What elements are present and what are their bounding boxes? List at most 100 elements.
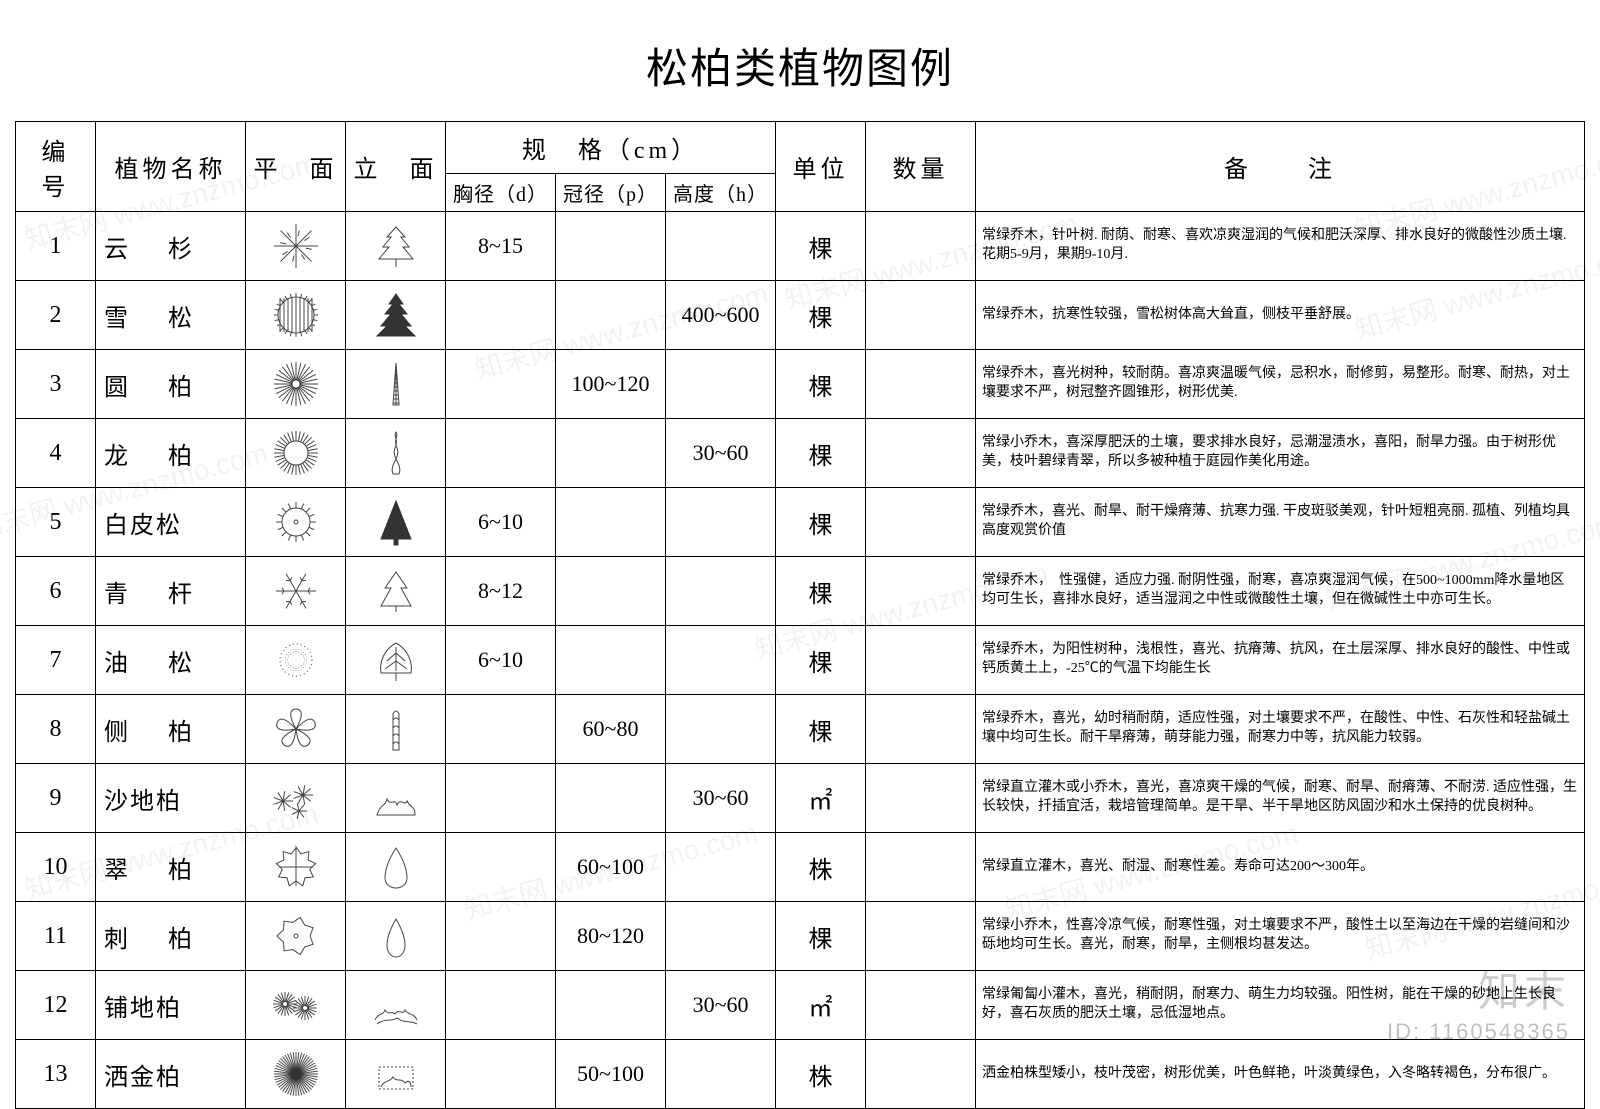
plan-view-icon xyxy=(246,212,346,281)
cell-height xyxy=(666,212,776,281)
cell-quantity xyxy=(866,1040,976,1109)
cell-height: 400~600 xyxy=(666,281,776,350)
table-row: 5白皮松6~10棵常绿乔木，喜光、耐旱、耐干燥瘠薄、抗寒力强. 干皮斑驳美观，针… xyxy=(16,488,1585,557)
elevation-view-icon xyxy=(346,350,446,419)
col-header-qty: 数量 xyxy=(866,122,976,212)
cell-diameter xyxy=(446,1040,556,1109)
table-row: 3圆 柏100~120棵常绿乔木，喜光树种，较耐荫。喜凉爽温暖气候，忌积水，耐修… xyxy=(16,350,1585,419)
elevation-view-icon xyxy=(346,281,446,350)
cell-quantity xyxy=(866,764,976,833)
cell-height: 30~60 xyxy=(666,764,776,833)
cell-plant-name: 雪 松 xyxy=(96,281,246,350)
cell-unit: 棵 xyxy=(776,626,866,695)
table-row: 1云 杉8~15棵常绿乔木，针叶树. 耐荫、耐寒、喜欢凉爽湿润的气候和肥沃深厚、… xyxy=(16,212,1585,281)
cell-crown xyxy=(556,419,666,488)
cell-height: 30~60 xyxy=(666,971,776,1040)
cell-height: 30~60 xyxy=(666,419,776,488)
cell-height xyxy=(666,350,776,419)
cell-quantity xyxy=(866,350,976,419)
col-header-spec: 规 格（cm） xyxy=(446,122,776,174)
col-header-diameter: 胸径（d） xyxy=(446,174,556,212)
cell-diameter: 6~10 xyxy=(446,488,556,557)
cell-remark: 常绿直立灌木或小乔木，喜光，喜凉爽干燥的气候，耐寒、耐旱、耐瘠薄、不耐涝. 适应… xyxy=(976,764,1585,833)
cell-height xyxy=(666,1040,776,1109)
cell-remark: 常绿乔木，喜光，幼时稍耐荫，适应性强，对土壤要求不严，在酸性、中性、石灰性和轻盐… xyxy=(976,695,1585,764)
cell-unit: 棵 xyxy=(776,488,866,557)
plan-view-icon xyxy=(246,557,346,626)
col-header-unit: 单位 xyxy=(776,122,866,212)
cell-crown xyxy=(556,626,666,695)
cell-id: 11 xyxy=(16,902,96,971)
cell-quantity xyxy=(866,833,976,902)
cell-remark: 常绿乔木，为阳性树种，浅根性，喜光、抗瘠薄、抗风，在土层深厚、排水良好的酸性、中… xyxy=(976,626,1585,695)
cell-id: 7 xyxy=(16,626,96,695)
cell-quantity xyxy=(866,695,976,764)
col-header-plan: 平 面 xyxy=(246,122,346,212)
cell-crown: 60~100 xyxy=(556,833,666,902)
cell-crown xyxy=(556,764,666,833)
cell-quantity xyxy=(866,971,976,1040)
cell-remark: 常绿乔木，针叶树. 耐荫、耐寒、喜欢凉爽湿润的气候和肥沃深厚、排水良好的微酸性沙… xyxy=(976,212,1585,281)
cell-remark: 洒金柏株型矮小，枝叶茂密，树形优美，叶色鲜艳，叶淡黄绿色，入冬略转褐色，分布很广… xyxy=(976,1040,1585,1109)
cell-remark: 常绿小乔木，喜深厚肥沃的土壤，要求排水良好，忌潮湿渍水，喜阳，耐旱力强。由于树形… xyxy=(976,419,1585,488)
cell-diameter: 8~12 xyxy=(446,557,556,626)
cell-diameter xyxy=(446,971,556,1040)
cell-quantity xyxy=(866,902,976,971)
cell-id: 9 xyxy=(16,764,96,833)
cell-diameter xyxy=(446,764,556,833)
table-header: 编 号 植物名称 平 面 立 面 规 格（cm） 单位 数量 备 注 胸径（d）… xyxy=(16,122,1585,212)
cell-crown xyxy=(556,557,666,626)
col-header-note: 备 注 xyxy=(976,122,1585,212)
elevation-view-icon xyxy=(346,695,446,764)
cell-plant-name: 龙 柏 xyxy=(96,419,246,488)
cell-quantity xyxy=(866,488,976,557)
plan-view-icon xyxy=(246,281,346,350)
cell-plant-name: 沙地柏 xyxy=(96,764,246,833)
table-row: 13洒金柏50~100株洒金柏株型矮小，枝叶茂密，树形优美，叶色鲜艳，叶淡黄绿色… xyxy=(16,1040,1585,1109)
cell-plant-name: 侧 柏 xyxy=(96,695,246,764)
plan-view-icon xyxy=(246,419,346,488)
col-header-name: 植物名称 xyxy=(96,122,246,212)
cell-unit: 株 xyxy=(776,1040,866,1109)
cell-diameter: 6~10 xyxy=(446,626,556,695)
cell-remark: 常绿乔木，抗寒性较强，雪松树体高大耸直，侧枝平垂舒展。 xyxy=(976,281,1585,350)
cell-height xyxy=(666,833,776,902)
elevation-view-icon xyxy=(346,626,446,695)
cell-crown xyxy=(556,488,666,557)
cell-id: 12 xyxy=(16,971,96,1040)
cell-id: 3 xyxy=(16,350,96,419)
elevation-view-icon xyxy=(346,1040,446,1109)
cell-unit: 株 xyxy=(776,833,866,902)
page-title: 松柏类植物图例 xyxy=(0,0,1600,121)
cell-unit: 棵 xyxy=(776,695,866,764)
cell-diameter xyxy=(446,902,556,971)
cell-height xyxy=(666,626,776,695)
plant-legend-table: 编 号 植物名称 平 面 立 面 规 格（cm） 单位 数量 备 注 胸径（d）… xyxy=(15,121,1585,1109)
plan-view-icon xyxy=(246,902,346,971)
cell-remark: 常绿乔木，喜光树种，较耐荫。喜凉爽温暖气候，忌积水，耐修剪，易整形。耐寒、耐热，… xyxy=(976,350,1585,419)
cell-diameter xyxy=(446,281,556,350)
cell-crown xyxy=(556,212,666,281)
cell-unit: ㎡ xyxy=(776,764,866,833)
cell-crown: 80~120 xyxy=(556,902,666,971)
cell-plant-name: 白皮松 xyxy=(96,488,246,557)
cell-plant-name: 圆 柏 xyxy=(96,350,246,419)
cell-plant-name: 油 松 xyxy=(96,626,246,695)
table-body: 1云 杉8~15棵常绿乔木，针叶树. 耐荫、耐寒、喜欢凉爽湿润的气候和肥沃深厚、… xyxy=(16,212,1585,1109)
cell-height xyxy=(666,695,776,764)
table-row: 2雪 松400~600棵常绿乔木，抗寒性较强，雪松树体高大耸直，侧枝平垂舒展。 xyxy=(16,281,1585,350)
cell-unit: ㎡ xyxy=(776,971,866,1040)
cell-plant-name: 洒金柏 xyxy=(96,1040,246,1109)
table-row: 4龙 柏30~60棵常绿小乔木，喜深厚肥沃的土壤，要求排水良好，忌潮湿渍水，喜阳… xyxy=(16,419,1585,488)
cell-id: 8 xyxy=(16,695,96,764)
cell-crown: 50~100 xyxy=(556,1040,666,1109)
plan-view-icon xyxy=(246,1040,346,1109)
col-header-crown: 冠径（p） xyxy=(556,174,666,212)
cell-plant-name: 铺地柏 xyxy=(96,971,246,1040)
cell-quantity xyxy=(866,281,976,350)
col-header-elevation: 立 面 xyxy=(346,122,446,212)
plan-view-icon xyxy=(246,833,346,902)
table-row: 12铺地柏30~60㎡常绿匍匐小灌木，喜光，稍耐阴，耐寒力、萌生力均较强。阳性树… xyxy=(16,971,1585,1040)
elevation-view-icon xyxy=(346,971,446,1040)
plan-view-icon xyxy=(246,764,346,833)
